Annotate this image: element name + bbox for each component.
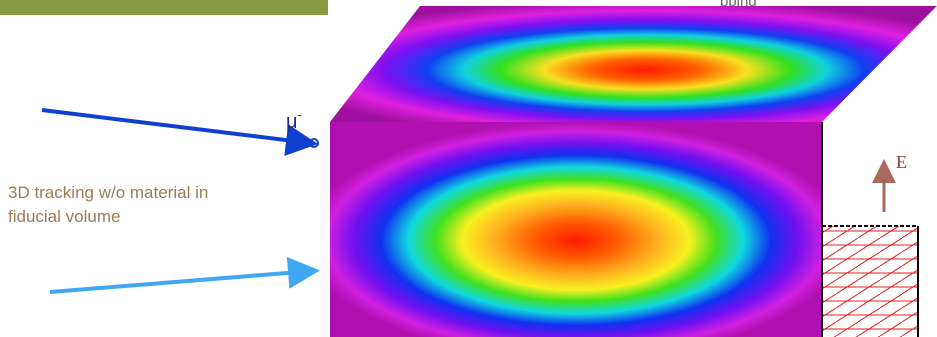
page: pping E μ- 3D tracking w/o material in f…	[0, 0, 937, 337]
photo-strip	[0, 0, 328, 15]
readout-plane	[822, 226, 918, 337]
muon-entry	[310, 139, 318, 147]
muon-label: μ-	[286, 107, 302, 133]
muon-symbol: μ	[286, 111, 298, 133]
tracking-note-line: 3D tracking w/o material in	[8, 183, 208, 202]
track-arrow	[50, 271, 312, 292]
tracking-note-line: fiducial volume	[8, 207, 120, 226]
diagram: pping E μ- 3D tracking w/o material in f…	[0, 0, 937, 337]
muon-arrow	[42, 110, 310, 143]
field-label: E	[896, 152, 907, 172]
muon-charge: -	[298, 107, 302, 122]
front-face	[330, 122, 822, 337]
